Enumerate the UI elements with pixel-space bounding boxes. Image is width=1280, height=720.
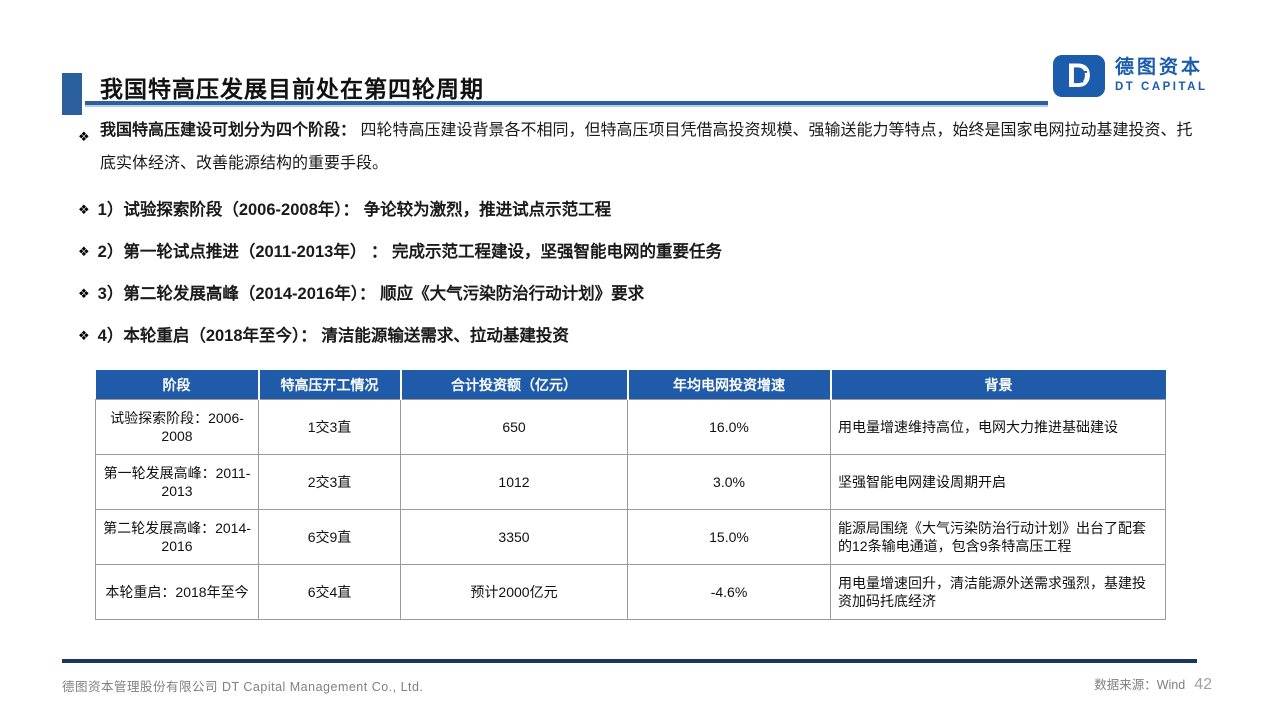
table-cell: 2交3直: [258, 454, 401, 510]
stage-bullet-text: 3）第二轮发展高峰（2014-2016年）： 顺应《大气污染防治行动计划》要求: [97, 285, 645, 303]
table-cell: 6交9直: [258, 509, 401, 565]
diamond-bullet-icon: ❖: [78, 202, 90, 217]
table-cell: 16.0%: [627, 399, 831, 455]
dt-capital-logo: D T 德图资本 DT CAPITAL: [1053, 55, 1208, 97]
logo-letter-d: D: [1066, 57, 1092, 95]
dt-logo-icon: D T: [1053, 55, 1105, 97]
table-cell: 6交4直: [258, 564, 401, 620]
page-title: 我国特高压发展目前处在第四轮周期: [100, 76, 484, 102]
title-accent-bar: [62, 73, 82, 115]
table-cell: 用电量增速维持高位，电网大力推进基础建设: [830, 399, 1166, 455]
intro-rest-text: 四轮特高压建设背景各不相同，但特高压项目凭借高投资规模、强输送能力等特点，始终是…: [100, 122, 1193, 172]
table-cell: 本轮重启：2018年至今: [95, 564, 259, 620]
page-number: 42: [1194, 676, 1212, 693]
table-cell: 预计2000亿元: [400, 564, 628, 620]
table-row: 试验探索阶段：2006-2008 1交3直 650 16.0% 用电量增速维持高位，电网…: [95, 399, 1166, 455]
table-cell: 第一轮发展高峰：2011-2013: [95, 454, 259, 510]
table-column-header: 合计投资额（亿元）: [399, 370, 628, 400]
table-cell: 能源局围绕《大气污染防治行动计划》出台了配套的12条输电通道，包含9条特高压工程: [830, 509, 1166, 565]
phase-table-wrap: 阶段 特高压开工情况 合计投资额（亿元） 年均电网投资增速 背景 试验探索阶段：2006…: [95, 370, 1166, 620]
stage-bullet-text: 4）本轮重启（2018年至今）： 清洁能源输送需求、拉动基建投资: [97, 327, 569, 345]
diamond-bullet-icon: ❖: [78, 286, 90, 301]
data-source-label: 数据来源：Wind: [1094, 678, 1186, 692]
diamond-bullet-icon: ❖: [78, 129, 90, 144]
table-column-header: 阶段: [95, 370, 259, 400]
table-cell: 3.0%: [627, 454, 831, 510]
table-header-row: 阶段 特高压开工情况 合计投资额（亿元） 年均电网投资增速 背景: [95, 370, 1166, 400]
intro-paragraph: ❖ 我国特高压建设可划分为四个阶段： 四轮特高压建设背景各不相同，但特高压项目凭…: [78, 114, 1202, 180]
stage-bullet-text: 2）第一轮试点推进（2011-2013年） ： 完成示范工程建设，坚强智能电网的…: [97, 243, 722, 261]
logo-name-en: DT CAPITAL: [1115, 81, 1208, 94]
logo-letter-t: T: [1076, 67, 1088, 87]
stage-bullet-item: ❖ 1）试验探索阶段（2006-2008年）： 争论较为激烈，推进试点示范工程: [78, 199, 1202, 222]
stage-bullet-item: ❖ 4）本轮重启（2018年至今）： 清洁能源输送需求、拉动基建投资: [78, 325, 1202, 348]
table-cell: -4.6%: [627, 564, 831, 620]
table-column-header: 背景: [829, 370, 1166, 400]
stage-bullet-item: ❖ 2）第一轮试点推进（2011-2013年） ： 完成示范工程建设，坚强智能电网…: [78, 241, 1202, 264]
intro-lead-text: 我国特高压建设可划分为四个阶段：: [100, 122, 357, 139]
stage-bullet-item: ❖ 3）第二轮发展高峰（2014-2016年）： 顺应《大气污染防治行动计划》要求: [78, 283, 1202, 306]
phase-table: 阶段 特高压开工情况 合计投资额（亿元） 年均电网投资增速 背景 试验探索阶段：2006…: [95, 370, 1166, 620]
logo-text: 德图资本 DT CAPITAL: [1115, 57, 1208, 94]
diamond-bullet-icon: ❖: [78, 328, 90, 343]
stage-list: ❖ 1）试验探索阶段（2006-2008年）： 争论较为激烈，推进试点示范工程 ❖ 2…: [78, 199, 1202, 348]
table-body: 试验探索阶段：2006-2008 1交3直 650 16.0% 用电量增速维持高位，电网…: [95, 399, 1166, 620]
table-row: 第二轮发展高峰：2014-2016 6交9直 3350 15.0% 能源局围绕《大气污染…: [95, 509, 1166, 565]
table-cell: 15.0%: [627, 509, 831, 565]
footer-divider: [62, 659, 1197, 663]
table-row: 第一轮发展高峰：2011-2013 2交3直 1012 3.0% 坚强智能电网建设周期开…: [95, 454, 1166, 510]
title-underline: [85, 101, 1048, 105]
stage-bullet-text: 1）试验探索阶段（2006-2008年）： 争论较为激烈，推进试点示范工程: [97, 201, 612, 219]
table-cell: 1012: [400, 454, 628, 510]
table-cell: 第二轮发展高峰：2014-2016: [95, 509, 259, 565]
footer-right: 数据来源：Wind 42: [1094, 674, 1212, 694]
table-column-header: 年均电网投资增速: [626, 370, 831, 400]
table-cell: 用电量增速回升，清洁能源外送需求强烈，基建投资加码托底经济: [830, 564, 1166, 620]
table-cell: 试验探索阶段：2006-2008: [95, 399, 259, 455]
table-cell: 1交3直: [258, 399, 401, 455]
diamond-bullet-icon: ❖: [78, 244, 90, 259]
logo-name-cn: 德图资本: [1115, 57, 1204, 79]
slide-body: ❖ 我国特高压建设可划分为四个阶段： 四轮特高压建设背景各不相同，但特高压项目凭…: [78, 114, 1202, 348]
footer-company: 德图资本管理股份有限公司 DT Capital Management Co., …: [62, 680, 424, 694]
table-cell: 坚强智能电网建设周期开启: [830, 454, 1166, 510]
table-cell: 3350: [400, 509, 628, 565]
table-column-header: 特高压开工情况: [257, 370, 401, 400]
table-row: 本轮重启：2018年至今 6交4直 预计2000亿元 -4.6% 用电量增速回升，清洁能…: [95, 564, 1166, 620]
table-cell: 650: [400, 399, 628, 455]
title-underline-light: [85, 105, 1048, 107]
